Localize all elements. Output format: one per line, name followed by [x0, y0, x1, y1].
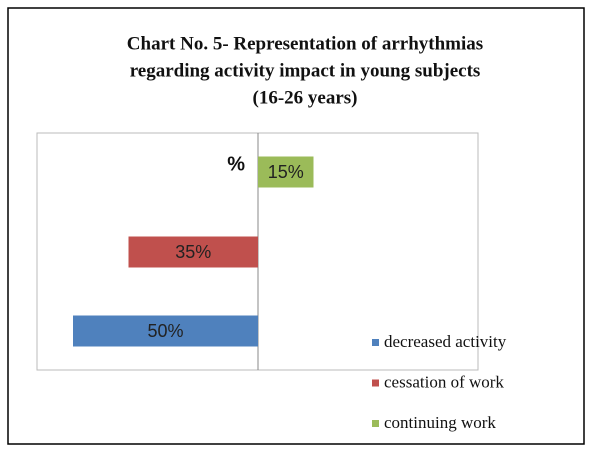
legend-label: cessation of work [384, 372, 504, 391]
chart-title: regarding activity impact in young subje… [130, 60, 481, 81]
frame [7, 7, 585, 445]
data-label: 35% [175, 242, 211, 262]
data-label: 50% [147, 321, 183, 341]
axis-label: % [227, 153, 245, 175]
data-label: 15% [268, 162, 304, 182]
legend-swatch [372, 339, 379, 346]
legend-swatch [372, 379, 379, 387]
bar [128, 236, 258, 268]
bar [258, 156, 314, 188]
chart-title: (16-26 years) [253, 87, 358, 108]
legend-label: continuing work [384, 413, 496, 432]
bar [73, 315, 258, 347]
legend-label: decreased activity [384, 332, 507, 351]
chart-title: Chart No. 5- Representation of arrhythmi… [127, 33, 483, 54]
legend-swatch [372, 420, 379, 427]
